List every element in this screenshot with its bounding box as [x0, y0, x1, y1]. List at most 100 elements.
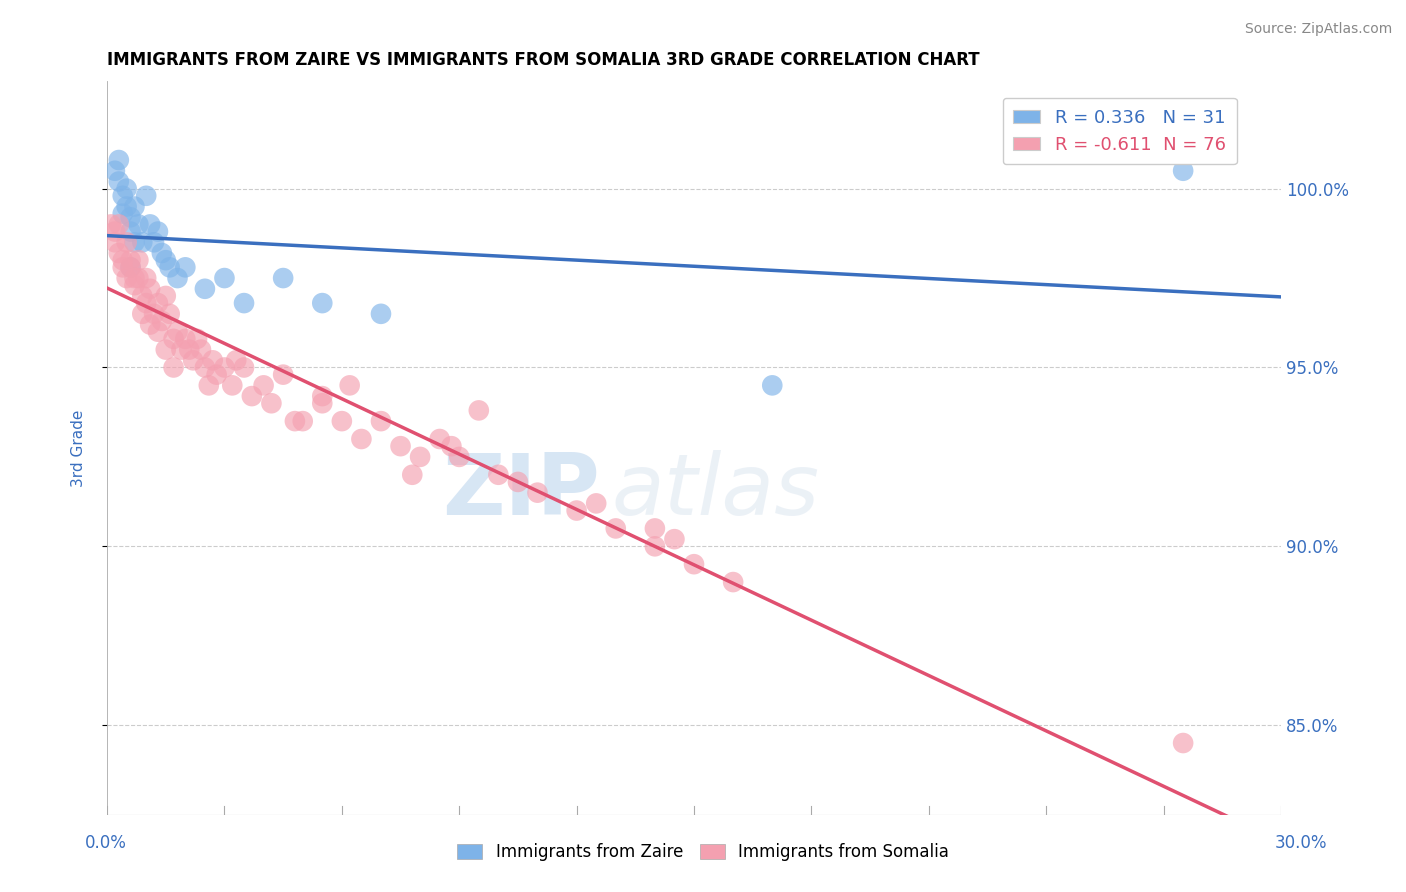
Point — [127, 218, 149, 232]
Point — [108, 174, 131, 188]
Point — [190, 343, 212, 357]
Point — [146, 225, 169, 239]
Point — [127, 253, 149, 268]
Point — [429, 432, 451, 446]
Point — [311, 296, 333, 310]
Point — [111, 189, 134, 203]
Point — [108, 153, 131, 167]
Point — [174, 332, 197, 346]
Point — [186, 332, 208, 346]
Point — [120, 260, 142, 275]
Point — [127, 271, 149, 285]
Point — [721, 575, 744, 590]
Point — [526, 485, 548, 500]
Point — [108, 218, 131, 232]
Point — [271, 271, 294, 285]
Point — [115, 200, 138, 214]
Point — [124, 235, 146, 250]
Point — [150, 246, 173, 260]
Point — [115, 271, 138, 285]
Point — [565, 503, 588, 517]
Point — [120, 260, 142, 275]
Point — [111, 207, 134, 221]
Point — [339, 378, 361, 392]
Point — [108, 246, 131, 260]
Text: 0.0%: 0.0% — [84, 834, 127, 852]
Point — [150, 314, 173, 328]
Point — [124, 271, 146, 285]
Point — [143, 307, 166, 321]
Point — [143, 235, 166, 250]
Legend: Immigrants from Zaire, Immigrants from Somalia: Immigrants from Zaire, Immigrants from S… — [450, 837, 956, 868]
Point — [146, 296, 169, 310]
Point — [225, 353, 247, 368]
Point — [271, 368, 294, 382]
Point — [194, 360, 217, 375]
Point — [214, 360, 236, 375]
Point — [194, 282, 217, 296]
Point — [198, 378, 221, 392]
Point — [124, 278, 146, 293]
Point — [1171, 163, 1194, 178]
Point — [170, 343, 193, 357]
Point — [135, 296, 157, 310]
Point — [159, 307, 181, 321]
Point — [139, 282, 162, 296]
Point — [146, 325, 169, 339]
Point — [155, 289, 177, 303]
Point — [605, 521, 627, 535]
Point — [111, 260, 134, 275]
Point — [284, 414, 307, 428]
Point — [131, 235, 153, 250]
Legend: R = 0.336   N = 31, R = -0.611  N = 76: R = 0.336 N = 31, R = -0.611 N = 76 — [1002, 98, 1237, 164]
Point — [240, 389, 263, 403]
Text: IMMIGRANTS FROM ZAIRE VS IMMIGRANTS FROM SOMALIA 3RD GRADE CORRELATION CHART: IMMIGRANTS FROM ZAIRE VS IMMIGRANTS FROM… — [107, 51, 980, 69]
Point — [370, 307, 392, 321]
Point — [111, 253, 134, 268]
Text: atlas: atlas — [612, 450, 820, 533]
Point — [120, 211, 142, 225]
Point — [181, 353, 204, 368]
Point — [252, 378, 274, 392]
Point — [311, 396, 333, 410]
Point — [205, 368, 228, 382]
Point — [174, 260, 197, 275]
Point — [440, 439, 463, 453]
Point — [644, 521, 666, 535]
Point — [486, 467, 509, 482]
Point — [664, 532, 686, 546]
Point — [124, 200, 146, 214]
Point — [131, 289, 153, 303]
Point — [761, 378, 783, 392]
Point — [162, 332, 184, 346]
Point — [409, 450, 432, 464]
Point — [104, 235, 127, 250]
Point — [449, 450, 471, 464]
Point — [162, 360, 184, 375]
Point — [120, 225, 142, 239]
Point — [155, 343, 177, 357]
Text: 30.0%: 30.0% — [1274, 834, 1327, 852]
Point — [389, 439, 412, 453]
Point — [135, 271, 157, 285]
Point — [506, 475, 529, 489]
Point — [104, 225, 127, 239]
Point — [135, 189, 157, 203]
Point — [330, 414, 353, 428]
Point — [233, 296, 256, 310]
Point — [214, 271, 236, 285]
Point — [468, 403, 491, 417]
Point — [311, 389, 333, 403]
Y-axis label: 3rd Grade: 3rd Grade — [72, 409, 86, 487]
Point — [115, 235, 138, 250]
Text: ZIP: ZIP — [443, 450, 600, 533]
Point — [139, 318, 162, 332]
Point — [221, 378, 243, 392]
Point — [100, 218, 122, 232]
Point — [115, 181, 138, 195]
Point — [131, 307, 153, 321]
Point — [139, 218, 162, 232]
Point — [260, 396, 283, 410]
Point — [104, 163, 127, 178]
Point — [585, 496, 607, 510]
